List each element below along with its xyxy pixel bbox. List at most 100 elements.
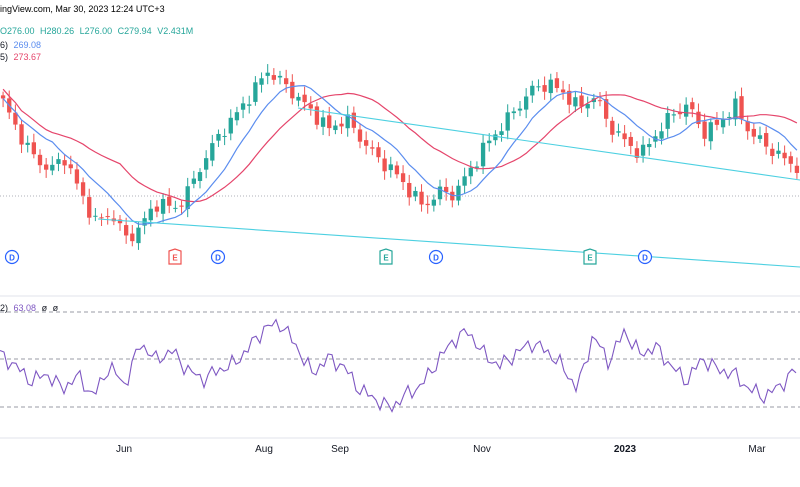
earnings-marker[interactable]: E (583, 248, 597, 265)
candle-body (80, 182, 86, 196)
dividend-marker-circle (210, 249, 226, 265)
candle-body (0, 95, 6, 99)
ma-fast-label: 6) (0, 40, 9, 50)
candle-body (456, 185, 461, 201)
chart-grid (0, 195, 800, 439)
event-marker-letter: E (172, 254, 178, 263)
candle-body (788, 156, 793, 164)
candle-body (671, 114, 676, 116)
candle-body (462, 176, 467, 186)
candle-body (265, 72, 270, 76)
candle-body (204, 158, 209, 170)
candle-body (44, 164, 49, 170)
candle-body (720, 119, 726, 128)
candle-body (493, 134, 498, 141)
x-tick-label: Aug (255, 444, 273, 455)
x-axis: Jun Aug Sep Nov 2023 Mar (116, 444, 766, 455)
candle-body (50, 164, 55, 171)
ohlc-volume: V2.431M (157, 26, 194, 36)
candle-body (770, 148, 775, 157)
candle-body (357, 129, 363, 142)
earnings-marker[interactable]: E (379, 248, 393, 265)
dividend-marker[interactable]: D (428, 249, 444, 265)
candle-body (708, 122, 713, 142)
candle-body (511, 111, 516, 114)
ohlc-legend: O276.00 H280.26 L276.00 C279.94 V2.431M (0, 26, 196, 36)
candle-body (56, 159, 61, 164)
candle-body (173, 207, 178, 209)
candle-body (542, 85, 547, 92)
candle-body (702, 121, 707, 139)
candle-body (154, 206, 160, 212)
candle-body (776, 150, 781, 154)
candle-body (468, 167, 473, 177)
candle-body (628, 136, 633, 146)
earnings-marker-shape (168, 248, 182, 265)
candle-body (437, 186, 443, 200)
candle-body (634, 148, 640, 158)
event-marker-letter: D (642, 254, 648, 263)
candle-body (148, 208, 153, 221)
candle-body (394, 165, 400, 175)
ma-slow-value: 273.67 (13, 52, 42, 62)
candle-body (345, 114, 350, 129)
ma-slow-line (2, 88, 798, 203)
candle-body (74, 169, 80, 184)
candle-body (296, 96, 301, 101)
source-text: ingView.com, Mar 30, 2023 12:24 UTC+3 (0, 4, 165, 14)
rsi-extra-2: ø (52, 303, 59, 313)
candle-body (222, 135, 227, 137)
earnings-marker[interactable]: E (168, 248, 182, 265)
candle-body (536, 86, 541, 88)
channel-lower-line[interactable] (97, 218, 800, 268)
moving-averages-layer (2, 84, 798, 225)
candle-body (136, 227, 141, 244)
candle-body (284, 78, 289, 85)
dividend-marker[interactable]: D (637, 249, 653, 265)
trend-channel[interactable] (97, 107, 800, 268)
ohlc-low: L276.00 (79, 26, 113, 36)
candle-body (640, 144, 646, 156)
ohlc-high: H280.26 (40, 26, 75, 36)
candle-body (757, 135, 763, 139)
candle-body (690, 102, 695, 110)
rsi-label: 2) (0, 303, 9, 313)
candle-body (302, 94, 307, 103)
ma-fast-line (2, 84, 798, 225)
candle-body (167, 196, 172, 206)
candle-body (425, 203, 430, 206)
candle-body (794, 165, 800, 173)
candle-body (727, 116, 732, 118)
candle-body (31, 142, 36, 155)
candle-body (68, 164, 73, 169)
earnings-marker-shape (379, 248, 393, 265)
dividend-marker[interactable]: D (210, 249, 226, 265)
x-tick-label: Nov (473, 444, 491, 455)
candle-body (364, 140, 369, 146)
candle-body (228, 117, 233, 134)
candle-body (407, 182, 412, 198)
candle-body (548, 79, 553, 94)
candle-body (271, 75, 276, 80)
ma-slow-legend: 5) 273.67 (0, 52, 44, 62)
event-marker-letter: D (433, 254, 439, 263)
candle-body (351, 112, 356, 128)
candle-body (382, 158, 387, 172)
candle-body (25, 142, 30, 145)
dividend-marker[interactable]: D (4, 249, 20, 265)
candle-body (19, 124, 24, 145)
candle-body (339, 123, 344, 127)
candle-body (308, 104, 313, 109)
x-tick-label: Sep (331, 444, 349, 455)
candle-body (277, 75, 283, 78)
x-tick-label: 2023 (614, 444, 637, 455)
channel-upper-line[interactable] (297, 107, 800, 181)
candle-body (604, 99, 609, 119)
candle-body (388, 164, 393, 171)
candle-body (487, 140, 492, 144)
candle-body (560, 89, 566, 93)
dividend-marker-circle (428, 249, 444, 265)
candle-body (622, 133, 627, 140)
